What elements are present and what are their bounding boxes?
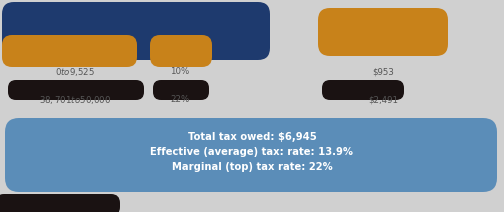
Text: 10%: 10%: [170, 67, 190, 77]
FancyBboxPatch shape: [153, 80, 209, 100]
Text: $0 to $9,525: $0 to $9,525: [55, 66, 95, 78]
FancyBboxPatch shape: [150, 35, 212, 67]
FancyBboxPatch shape: [5, 118, 497, 192]
FancyBboxPatch shape: [322, 80, 404, 100]
FancyBboxPatch shape: [8, 80, 144, 100]
FancyBboxPatch shape: [0, 194, 120, 212]
Text: Total tax owed: $6,945: Total tax owed: $6,945: [187, 132, 317, 142]
Text: $38,701 to $50,000: $38,701 to $50,000: [39, 94, 111, 106]
Text: $953: $953: [372, 67, 394, 77]
Text: $2,491: $2,491: [368, 95, 398, 105]
Text: 22%: 22%: [170, 95, 190, 105]
FancyBboxPatch shape: [318, 8, 448, 56]
FancyBboxPatch shape: [2, 35, 137, 67]
FancyBboxPatch shape: [2, 2, 270, 60]
Text: Marginal (top) tax rate: 22%: Marginal (top) tax rate: 22%: [172, 162, 332, 172]
Text: Effective (average) tax: rate: 13.9%: Effective (average) tax: rate: 13.9%: [151, 147, 353, 157]
